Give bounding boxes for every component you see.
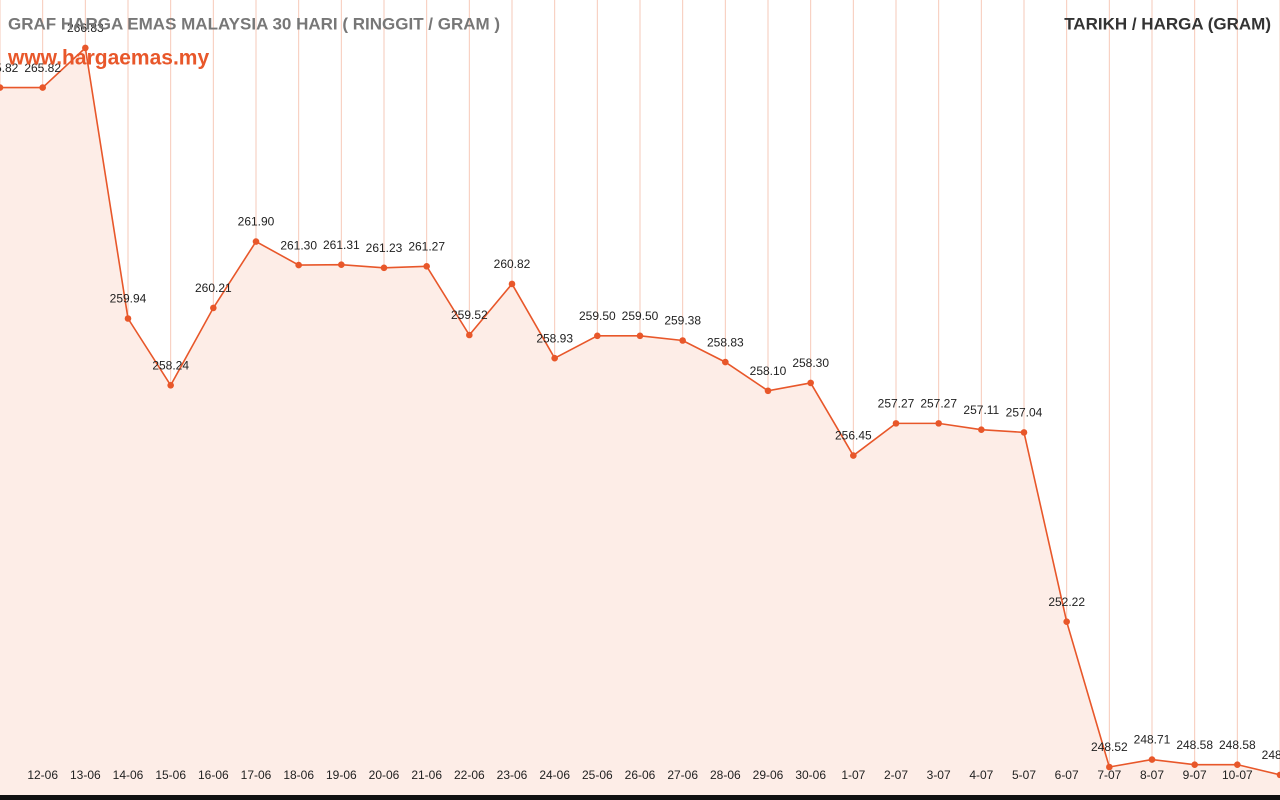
value-label: 257.27: [878, 397, 915, 411]
x-tick-label: 24-06: [539, 768, 570, 782]
value-label: 258.93: [536, 331, 573, 345]
value-label: 261.30: [280, 238, 317, 252]
point: [0, 84, 4, 91]
x-tick-label: 18-06: [283, 768, 314, 782]
value-label: 260.21: [195, 281, 232, 295]
x-tick-label: 21-06: [411, 768, 442, 782]
value-label: 261.27: [408, 239, 445, 253]
value-label: 259.38: [664, 314, 701, 328]
value-label: 259.50: [579, 309, 616, 323]
value-label: 266.83: [67, 21, 104, 35]
x-tick-label: 17-06: [241, 768, 272, 782]
chart-title: GRAF HARGA EMAS MALAYSIA 30 HARI ( RINGG…: [8, 14, 500, 33]
x-tick-label: 19-06: [326, 768, 357, 782]
value-label: 248.71: [1134, 733, 1171, 747]
point: [764, 387, 772, 395]
point: [466, 331, 473, 339]
x-tick-label: 7-07: [1097, 768, 1121, 782]
value-label: 248.58: [1176, 738, 1213, 752]
point: [679, 337, 686, 344]
value-label: 258.30: [792, 356, 829, 370]
value-label: 248.52: [1091, 740, 1128, 754]
x-tick-label: 25-06: [582, 768, 613, 782]
value-label: 252.22: [1048, 595, 1085, 609]
value-label: 257.27: [920, 397, 957, 411]
x-tick-label: 15-06: [155, 768, 186, 782]
value-label: 259.52: [451, 308, 488, 322]
value-label: 257.11: [963, 403, 999, 417]
x-tick-label: 13-06: [70, 768, 101, 782]
value-label: 261.31: [323, 238, 360, 252]
point: [850, 452, 857, 459]
x-tick-label: 10-07: [1222, 768, 1253, 782]
point: [167, 381, 174, 389]
point: [1020, 429, 1028, 436]
value-label: 248.32: [1262, 748, 1280, 762]
value-label: 260.82: [494, 257, 531, 271]
point: [978, 426, 985, 433]
value-label: 259.94: [110, 292, 147, 306]
x-tick-label: 28-06: [710, 768, 741, 782]
plot: 265.82 265.82 12-06 266.83 13-06 259.94 14-06 2…: [0, 21, 1280, 796]
x-tick-label: 2-07: [884, 768, 908, 782]
x-tick-label: 4-07: [969, 768, 993, 782]
legend-title: TARIKH / HARGA (GRAM): [1064, 14, 1271, 33]
x-tick-label: 9-07: [1183, 768, 1207, 782]
x-tick-label: 22-06: [454, 768, 485, 782]
point: [380, 264, 388, 272]
x-tick-label: 5-07: [1012, 768, 1036, 782]
x-tick-label: 27-06: [667, 768, 698, 782]
point: [39, 84, 46, 91]
area: [0, 47, 1280, 796]
x-tick-label: 12-06: [27, 768, 58, 782]
value-label: 258.10: [750, 364, 787, 378]
point: [338, 261, 345, 269]
x-tick-label: 20-06: [369, 768, 400, 782]
bottom-bar: [0, 795, 1280, 800]
point: [892, 420, 900, 427]
point: [1234, 761, 1241, 768]
x-tick-label: 30-06: [795, 768, 826, 782]
x-tick-label: 26-06: [625, 768, 656, 782]
value-label: 265.82: [0, 61, 19, 75]
x-tick-label: 3-07: [927, 768, 951, 782]
value-label: 258.83: [707, 335, 744, 349]
value-label: 248.58: [1219, 738, 1256, 752]
value-label: 257.04: [1006, 406, 1043, 420]
point: [1148, 756, 1156, 763]
value-label: 256.45: [835, 429, 872, 443]
point: [1191, 761, 1198, 768]
point: [722, 358, 729, 366]
point: [124, 315, 132, 322]
site-url: www.hargaemas.my: [7, 47, 209, 70]
point: [1276, 771, 1280, 779]
x-tick-label: 1-07: [841, 768, 865, 782]
point: [1106, 763, 1113, 771]
point: [807, 379, 814, 387]
point: [508, 280, 516, 288]
x-tick-label: 16-06: [198, 768, 229, 782]
point: [636, 332, 644, 340]
point: [210, 304, 217, 312]
point: [935, 420, 942, 427]
value-label: 258.24: [152, 358, 189, 372]
value-label: 261.90: [238, 215, 275, 229]
x-tick-label: 6-07: [1055, 768, 1079, 782]
point: [594, 332, 601, 340]
x-tick-label: 14-06: [113, 768, 144, 782]
point: [82, 44, 89, 52]
point: [551, 354, 558, 362]
value-label: 265.82: [24, 61, 61, 75]
value-label: 261.23: [366, 241, 403, 255]
value-label: 259.50: [622, 309, 659, 323]
x-tick-label: 23-06: [497, 768, 528, 782]
x-tick-label: 8-07: [1140, 768, 1164, 782]
point: [252, 238, 260, 245]
x-tick-label: 29-06: [753, 768, 784, 782]
point: [423, 262, 430, 270]
point: [1063, 618, 1070, 625]
point: [295, 261, 302, 269]
